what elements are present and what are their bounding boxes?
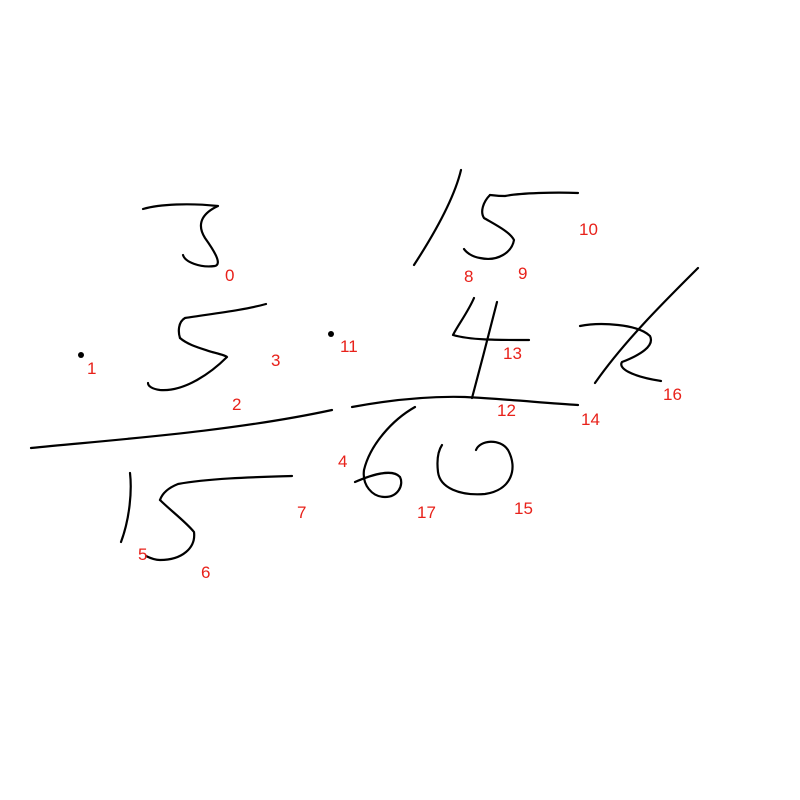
stroke-label-2: 2 — [232, 395, 242, 414]
stroke-label-3: 3 — [271, 351, 281, 370]
stroke-label-15: 15 — [514, 499, 533, 518]
stroke-label-13: 13 — [503, 344, 522, 363]
stroke-label-4: 4 — [338, 452, 348, 471]
stroke-fraction-bar-left — [29, 408, 334, 450]
stroke-label-16: 16 — [663, 385, 682, 404]
stroke-8 — [412, 168, 463, 267]
stroke-label-1: 1 — [87, 359, 97, 378]
stroke-label-17: 17 — [417, 503, 436, 522]
stroke-2 — [146, 336, 229, 392]
stroke-label-12: 12 — [497, 401, 516, 420]
stroke-10 — [488, 191, 580, 198]
stroke-label-0: 0 — [225, 266, 235, 285]
stroke-label-7: 7 — [297, 503, 307, 522]
stroke-label-14: 14 — [581, 410, 600, 429]
stroke-label-9: 9 — [518, 264, 528, 283]
stroke-6 — [144, 498, 196, 562]
stroke-label-6: 6 — [201, 563, 211, 582]
stroke-7 — [158, 474, 294, 502]
stroke-14 — [350, 395, 580, 409]
stroke-3 — [177, 302, 268, 340]
stroke-4 — [353, 405, 417, 499]
stroke-5 — [119, 471, 132, 544]
stroke-9 — [462, 193, 516, 260]
stroke-12 — [470, 300, 499, 400]
stroke-label-11: 11 — [340, 337, 358, 356]
stroke-label-8: 8 — [464, 267, 474, 286]
stroke-0 — [141, 203, 220, 268]
stroke-label-5: 5 — [138, 545, 148, 564]
stroke-label-10: 10 — [579, 220, 598, 239]
stroke-17 — [593, 266, 700, 385]
stroke-16 — [578, 323, 663, 383]
stroke-13 — [451, 296, 531, 342]
stroke-15 — [436, 440, 514, 496]
